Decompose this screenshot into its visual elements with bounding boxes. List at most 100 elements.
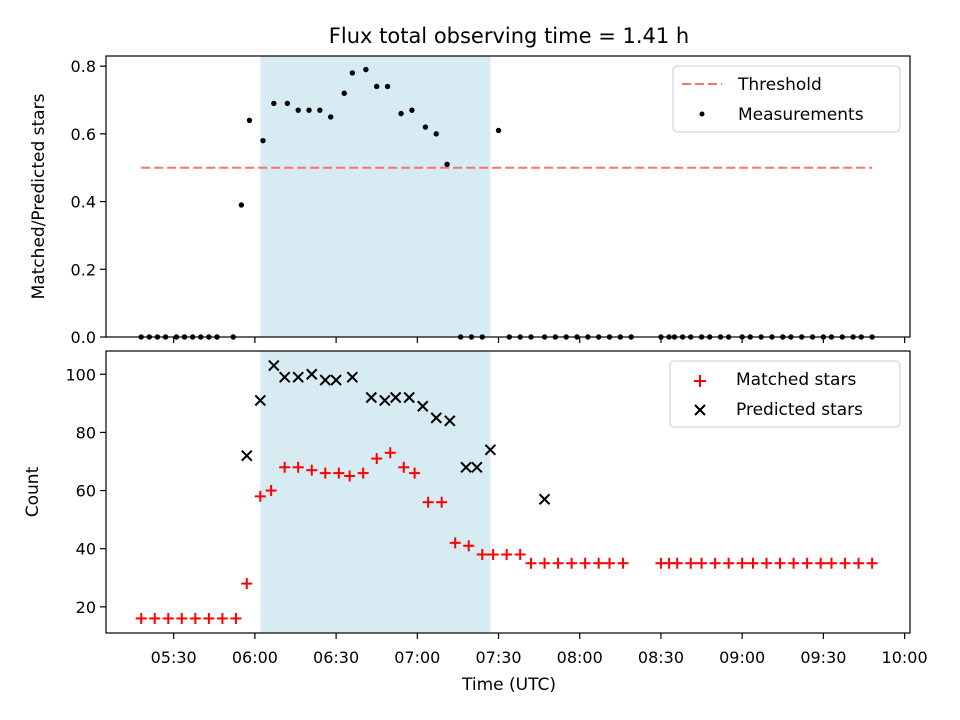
predicted-star-point bbox=[460, 461, 472, 473]
x-tick-label: 07:30 bbox=[475, 648, 521, 667]
matched-star-point bbox=[723, 557, 735, 569]
measurement-point bbox=[374, 83, 380, 90]
predicted-star-point bbox=[484, 444, 497, 456]
matched-star-point bbox=[292, 461, 304, 473]
matched-star-point bbox=[241, 578, 253, 590]
matched-star-point bbox=[579, 557, 591, 569]
measurement-point bbox=[384, 83, 391, 90]
matched-star-point bbox=[747, 557, 759, 569]
legend-matched-label: Matched stars bbox=[736, 370, 856, 390]
top-y-tick-label: 0.2 bbox=[71, 260, 96, 279]
matched-star-point bbox=[736, 557, 748, 569]
top-y-tick-label: 0.4 bbox=[71, 193, 96, 212]
measurement-point bbox=[317, 107, 323, 113]
matched-star-point bbox=[162, 612, 174, 624]
x-tick-label: 08:30 bbox=[638, 648, 684, 667]
matched-star-point bbox=[815, 557, 827, 569]
measurement-point bbox=[284, 100, 291, 107]
x-tick-label: 08:00 bbox=[557, 648, 603, 667]
legend-measurements-label: Measurements bbox=[738, 105, 864, 125]
chart-title: Flux total observing time = 1.41 h bbox=[329, 24, 689, 48]
matched-star-point bbox=[552, 557, 564, 569]
measurement-point bbox=[398, 110, 404, 117]
matched-star-point bbox=[696, 557, 708, 569]
matched-star-point bbox=[149, 612, 161, 624]
measurement-point bbox=[495, 127, 502, 134]
predicted-star-point bbox=[471, 461, 483, 473]
matched-star-point bbox=[853, 557, 865, 569]
matched-star-point bbox=[135, 612, 147, 624]
x-tick-label: 05:30 bbox=[151, 648, 197, 667]
measurement-point bbox=[295, 107, 301, 113]
bottom-legend: Matched stars Predicted stars bbox=[669, 360, 901, 428]
matched-stars-series bbox=[135, 447, 878, 624]
legend-predicted-swatch bbox=[694, 404, 706, 416]
matched-star-point bbox=[463, 540, 475, 552]
matched-star-point bbox=[384, 447, 396, 459]
predicted-star-point bbox=[330, 374, 342, 386]
x-tick-label: 06:30 bbox=[313, 648, 359, 667]
predicted-star-point bbox=[292, 371, 304, 383]
predicted-star-point bbox=[254, 394, 267, 407]
predicted-star-point bbox=[278, 371, 291, 383]
bottom-shaded-span bbox=[260, 351, 491, 633]
measurement-point bbox=[260, 137, 266, 144]
measurement-point bbox=[444, 161, 450, 168]
matched-star-point bbox=[685, 557, 697, 569]
matched-star-point bbox=[709, 557, 721, 569]
matched-star-point bbox=[344, 470, 356, 482]
matched-star-point bbox=[176, 612, 188, 624]
matched-star-point bbox=[671, 557, 683, 569]
matched-star-point bbox=[825, 557, 837, 569]
x-tick-label: 09:00 bbox=[719, 648, 765, 667]
matched-star-point bbox=[593, 557, 605, 569]
predicted-star-point bbox=[306, 368, 318, 380]
bottom-y-tick-label: 20 bbox=[76, 598, 96, 617]
top-plot-frame bbox=[105, 55, 911, 338]
legend-measurements-swatch bbox=[699, 111, 705, 117]
top-y-ticks: 0.0 0.2 0.4 0.6 0.8 bbox=[71, 57, 106, 347]
measurement-point bbox=[409, 107, 415, 113]
predicted-stars-series bbox=[241, 359, 551, 505]
bottom-x-ticks: 05:30 06:00 06:30 07:00 07:30 08:00 08:30 09:00… bbox=[151, 633, 928, 667]
legend-predicted-label: Predicted stars bbox=[736, 400, 863, 420]
measurement-point bbox=[349, 70, 356, 76]
matched-star-point bbox=[409, 467, 421, 479]
predicted-star-point bbox=[444, 415, 456, 427]
measurement-point bbox=[246, 117, 253, 124]
predicted-star-point bbox=[403, 391, 415, 404]
predicted-star-point bbox=[365, 391, 378, 404]
matched-star-point bbox=[866, 557, 878, 569]
matched-star-point bbox=[189, 612, 201, 624]
measurement-point bbox=[306, 107, 312, 113]
matched-star-point bbox=[306, 464, 318, 476]
measurement-point bbox=[327, 114, 334, 120]
bottom-y-tick-label: 60 bbox=[76, 482, 96, 501]
matched-star-point bbox=[254, 490, 266, 502]
predicted-star-point bbox=[389, 391, 402, 404]
matched-star-point bbox=[539, 557, 551, 569]
matched-star-point bbox=[501, 549, 513, 561]
matched-star-point bbox=[333, 467, 345, 479]
bottom-y-tick-label: 100 bbox=[65, 365, 96, 384]
matched-star-point bbox=[422, 496, 434, 508]
measurement-point bbox=[341, 90, 347, 96]
top-y-tick-label: 0.6 bbox=[71, 125, 96, 144]
measurement-point bbox=[238, 202, 245, 208]
matched-star-point bbox=[487, 549, 499, 561]
matched-star-point bbox=[525, 557, 537, 569]
predicted-star-point bbox=[268, 359, 280, 372]
predicted-star-point bbox=[538, 493, 551, 505]
predicted-star-point bbox=[430, 412, 442, 424]
matched-star-point bbox=[371, 453, 383, 465]
matched-star-point bbox=[357, 467, 369, 479]
x-axis-label: Time (UTC) bbox=[461, 675, 556, 695]
matched-star-point bbox=[436, 496, 448, 508]
bottom-panel: 20 40 60 80 100 05:30 06:00 06:30 07:00 07:30 08:… bbox=[23, 350, 928, 695]
top-panel: 0.00.20.40.60.8 Matched/Predicted stars … bbox=[29, 55, 911, 347]
x-tick-label: 10:00 bbox=[882, 648, 928, 667]
matched-star-point bbox=[617, 557, 629, 569]
predicted-star-point bbox=[379, 394, 391, 407]
predicted-star-point bbox=[417, 400, 429, 412]
